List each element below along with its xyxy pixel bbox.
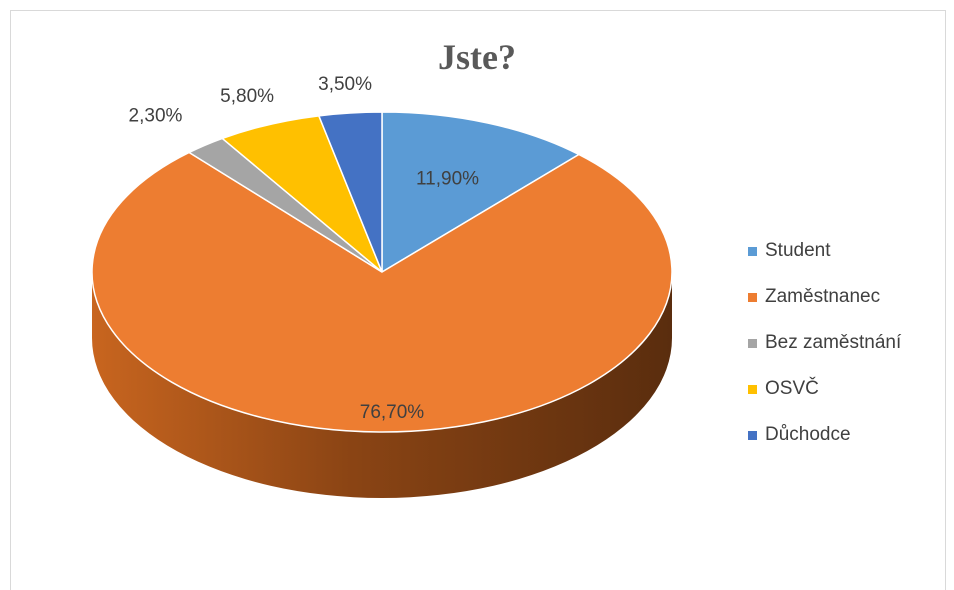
legend-swatch [748,246,757,256]
pie-depth-wall [92,272,672,498]
chart-title: Jste? [438,37,516,77]
legend-swatch [748,338,757,348]
data-label: 2,30% [129,105,183,126]
legend-item: Bez zaměstnání [748,320,901,366]
pie-slice-zaměstnanec [91,151,673,433]
data-label: 11,90% [416,169,479,190]
legend-label: Student [765,240,831,261]
legend-swatch [748,292,757,302]
legend-label: Bez zaměstnání [765,332,902,353]
legend-label: OSVČ [765,378,819,399]
legend: Student Zaměstnanec Bez zaměstnání OSVČ Důch… [748,228,901,458]
data-label: 5,80% [220,86,274,107]
legend-swatch [748,430,757,440]
legend-item: OSVČ [748,366,901,412]
legend-label: Důchodce [765,424,851,445]
pie-slice-student [381,111,581,274]
pie-slice-důchodce [317,111,383,273]
legend-item: Zaměstnanec [748,274,901,320]
data-label: 76,70% [360,402,425,423]
legend-item: Důchodce [748,412,901,458]
legend-item: Student [748,228,901,274]
legend-label: Zaměstnanec [765,286,881,307]
data-label: 3,50% [318,74,372,95]
legend-swatch [748,384,757,394]
